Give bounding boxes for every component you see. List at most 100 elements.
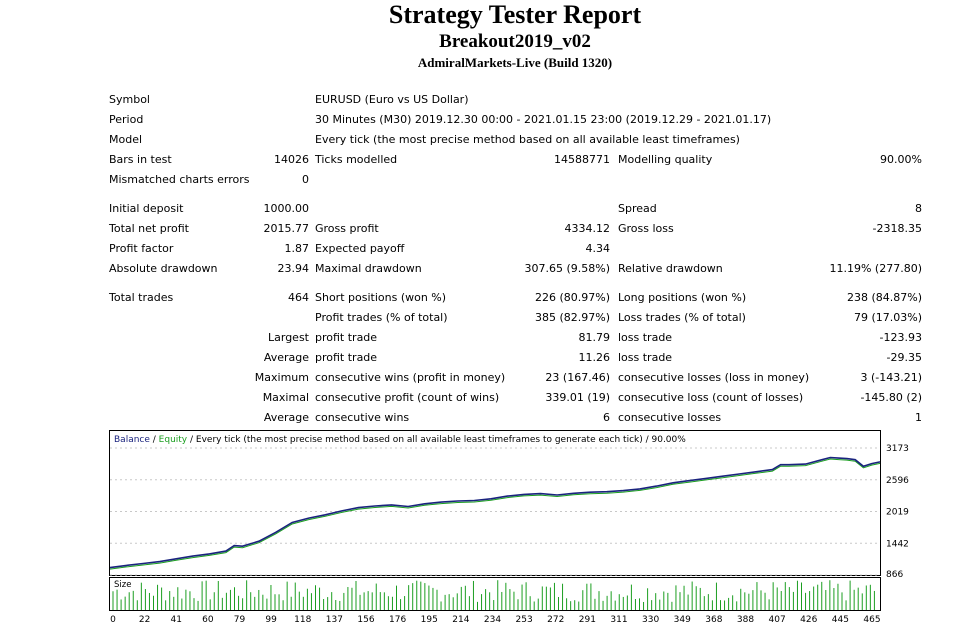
bars-value: 14026 [274, 153, 309, 166]
max-losses-value: 3 (-143.21) [860, 371, 922, 384]
gross-profit-value: 4334.12 [564, 222, 611, 235]
initial-deposit-label: Initial deposit [109, 202, 184, 215]
x-tick-label: 426 [800, 615, 817, 625]
profit-factor-label: Profit factor [109, 242, 174, 255]
largest-label: Largest [268, 331, 309, 344]
x-tick-label: 272 [547, 615, 564, 625]
average2-label: Average [263, 411, 309, 424]
x-tick-label: 99 [265, 615, 277, 625]
y-tick-label: 1442 [886, 539, 909, 549]
x-tick-label: 253 [516, 615, 533, 625]
mismatch-label: Mismatched charts errors [109, 173, 250, 186]
expert-name: Breakout2019_v02 [439, 31, 591, 52]
x-tick-label: 349 [674, 615, 691, 625]
loss-trades-value: 79 (17.03%) [853, 311, 922, 324]
balance-chart: 866 1442 2019 2596 3173 [109, 430, 909, 578]
initial-deposit-value: 1000.00 [263, 202, 310, 215]
chart-grid [110, 447, 880, 576]
profit-trades-value: 385 (82.97%) [534, 311, 610, 324]
period-label: Period [109, 113, 144, 126]
x-tick-label: 465 [863, 615, 880, 625]
x-tick-label: 0 [110, 615, 116, 625]
expected-payoff-label: Expected payoff [315, 242, 405, 255]
net-profit-label: Total net profit [109, 222, 189, 235]
x-tick-label: 118 [294, 615, 311, 625]
spread-value: 8 [915, 202, 922, 215]
y-tick-label: 3173 [886, 444, 909, 454]
period-value: 30 Minutes (M30) 2019.12.30 00:00 - 2021… [315, 113, 772, 126]
x-tick-label: 156 [357, 615, 374, 625]
avg-losses-value: 1 [915, 411, 922, 424]
size-frame [109, 577, 881, 611]
report-title: Strategy Tester Report [388, 0, 642, 29]
max-losses-label: consecutive losses (loss in money) [618, 371, 810, 384]
short-positions-value: 226 (80.97%) [534, 291, 610, 304]
avg-loss-label: loss trade [618, 351, 673, 364]
x-tick-label: 388 [737, 615, 754, 625]
size-bars [112, 580, 875, 610]
chart-frame [109, 430, 881, 576]
avg-wins-value: 6 [603, 411, 610, 424]
max-wins-value: 23 (167.46) [545, 371, 610, 384]
equity-line [109, 458, 881, 570]
net-profit-value: 2015.77 [263, 222, 310, 235]
avg-profit-value: 11.26 [578, 351, 611, 364]
ticks-value: 14588771 [554, 153, 610, 166]
maximal-profit-label: consecutive profit (count of wins) [315, 391, 500, 404]
spread-label: Spread [618, 202, 657, 215]
abs-drawdown-value: 23.94 [277, 262, 310, 275]
avg-wins-label: consecutive wins [315, 411, 410, 424]
symbol-value: EURUSD (Euro vs US Dollar) [315, 93, 469, 106]
maximal-loss-label: consecutive loss (count of losses) [618, 391, 804, 404]
x-axis: 0 22 41 60 79 99 118 137 156 176 195 214 234 253 272 29… [110, 615, 880, 625]
quality-label: Modelling quality [618, 153, 713, 166]
legend-separator: / [149, 435, 159, 445]
x-tick-label: 41 [171, 615, 182, 625]
gross-profit-label: Gross profit [315, 222, 379, 235]
largest-loss-value: -123.93 [879, 331, 922, 344]
x-tick-label: 79 [234, 615, 246, 625]
y-tick-label: 2019 [886, 508, 909, 518]
y-tick-label: 866 [886, 570, 903, 578]
model-value: Every tick (the most precise method base… [315, 133, 740, 146]
size-label: Size [114, 580, 132, 590]
max-wins-label: consecutive wins (profit in money) [315, 371, 506, 384]
gross-loss-label: Gross loss [618, 222, 674, 235]
y-tick-label: 2596 [886, 476, 909, 486]
average-label: Average [263, 351, 309, 364]
x-tick-label: 195 [421, 615, 438, 625]
avg-profit-label: profit trade [315, 351, 378, 364]
maximal-loss-value: -145.80 (2) [860, 391, 922, 404]
x-tick-label: 176 [389, 615, 406, 625]
legend-balance: Balance [114, 435, 150, 445]
quality-value: 90.00% [880, 153, 922, 166]
gross-loss-value: -2318.35 [872, 222, 922, 235]
x-tick-label: 368 [705, 615, 722, 625]
x-tick-label: 330 [642, 615, 659, 625]
mismatch-value: 0 [302, 173, 309, 186]
largest-profit-label: profit trade [315, 331, 378, 344]
avg-losses-label: consecutive losses [618, 411, 722, 424]
x-tick-label: 291 [579, 615, 596, 625]
largest-loss-label: loss trade [618, 331, 673, 344]
x-tick-label: 407 [769, 615, 786, 625]
short-positions-label: Short positions (won %) [315, 291, 447, 304]
bars-label: Bars in test [109, 153, 172, 166]
balance-line [109, 456, 881, 569]
x-tick-label: 60 [202, 615, 214, 625]
server-name: AdmiralMarkets-Live (Build 1320) [417, 55, 613, 70]
maximum-label: Maximum [254, 371, 309, 384]
long-positions-value: 238 (84.87%) [846, 291, 922, 304]
size-chart: 0 22 41 60 79 99 118 137 156 176 195 214 234 253 272 29… [109, 577, 881, 625]
expected-payoff-value: 4.34 [585, 242, 611, 255]
rel-drawdown-value: 11.19% (277.80) [829, 262, 922, 275]
largest-profit-value: 81.79 [578, 331, 611, 344]
x-tick-label: 214 [452, 615, 469, 625]
ticks-label: Ticks modelled [315, 153, 398, 166]
total-trades-value: 464 [288, 291, 309, 304]
x-tick-label: 234 [484, 615, 501, 625]
max-drawdown-label: Maximal drawdown [315, 262, 422, 275]
model-label: Model [109, 133, 143, 146]
rel-drawdown-label: Relative drawdown [618, 262, 723, 275]
x-tick-label: 311 [610, 615, 627, 625]
